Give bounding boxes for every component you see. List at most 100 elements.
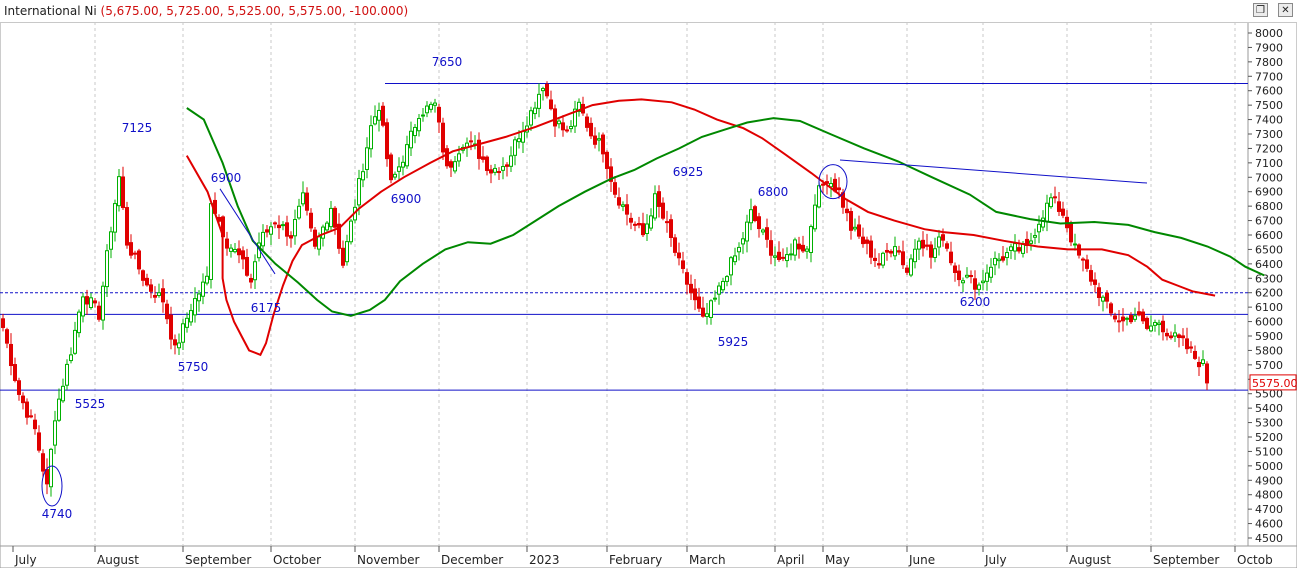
candle-body	[89, 297, 93, 309]
price-tick-label: 5400	[1255, 402, 1283, 415]
price-tick-label: 4600	[1255, 518, 1283, 531]
candle-body	[1013, 243, 1017, 252]
candle-body	[1, 318, 5, 328]
candle-body	[1129, 315, 1133, 323]
price-tick-label: 7000	[1255, 171, 1283, 184]
candle-body	[1189, 346, 1193, 349]
month-label: June	[908, 553, 935, 567]
candle-body	[1165, 332, 1169, 337]
candle-body	[469, 140, 473, 143]
close-icon[interactable]: ✕	[1278, 3, 1293, 17]
candle-body	[177, 342, 181, 349]
candle-body	[1141, 311, 1145, 322]
candle-body	[165, 303, 169, 320]
candle-body	[273, 222, 277, 225]
candle-body	[789, 253, 793, 256]
candle-body	[169, 314, 173, 340]
candle-body	[341, 247, 345, 266]
candle-body	[137, 250, 141, 270]
candle-body	[1161, 320, 1165, 333]
candle-body	[913, 248, 917, 263]
candle-body	[1097, 287, 1101, 298]
price-tick-label: 5500	[1255, 388, 1283, 401]
candle-body	[813, 204, 817, 230]
candle-body	[285, 222, 289, 237]
candle-body	[369, 125, 373, 150]
candle-body	[933, 248, 937, 258]
candle-body	[749, 209, 753, 224]
candle-body	[625, 204, 629, 215]
candle-body	[25, 401, 29, 418]
restore-icon[interactable]: ❐	[1253, 3, 1268, 17]
candle-body	[229, 247, 233, 252]
month-label: July	[984, 553, 1007, 567]
candle-body	[181, 323, 185, 343]
price-annotation: 6925	[673, 165, 704, 179]
candle-body	[69, 354, 73, 362]
candle-body	[21, 395, 25, 404]
candle-body	[1101, 296, 1105, 302]
candle-body	[597, 138, 601, 141]
candle-body	[185, 317, 189, 328]
price-tick-label: 5800	[1255, 344, 1283, 357]
candle-body	[489, 169, 493, 174]
price-tick-label: 6200	[1255, 287, 1283, 300]
candle-body	[141, 270, 145, 281]
candle-body	[729, 257, 733, 276]
month-label: February	[609, 553, 662, 567]
month-label: August	[97, 553, 139, 567]
price-tick-label: 6800	[1255, 200, 1283, 213]
candle-body	[853, 226, 857, 230]
price-axis	[1247, 21, 1297, 547]
trend-line	[839, 159, 1148, 184]
candle-body	[1181, 335, 1185, 339]
candle-body	[33, 419, 37, 430]
price-tick-label: 6300	[1255, 272, 1283, 285]
price-tick-label: 7900	[1255, 41, 1283, 54]
candle-body	[661, 202, 665, 219]
price-tick-label: 7600	[1255, 85, 1283, 98]
candle-body	[305, 192, 309, 211]
candle-body	[153, 294, 157, 298]
price-annotation: 7650	[432, 55, 463, 69]
candle-body	[645, 223, 649, 235]
price-tick-label: 5900	[1255, 330, 1283, 343]
candle-body	[85, 296, 89, 305]
month-label: September	[1153, 553, 1219, 567]
candle-body	[877, 263, 881, 266]
candle-body	[449, 161, 453, 168]
candle-body	[405, 144, 409, 167]
candle-body	[689, 283, 693, 294]
candle-body	[65, 363, 69, 386]
month-label: December	[441, 553, 503, 567]
candle-body	[725, 276, 729, 282]
candle-body	[685, 272, 689, 285]
candle-body	[457, 153, 461, 162]
candle-body	[1177, 334, 1181, 339]
candle-body	[1045, 202, 1049, 222]
price-tick-label: 7800	[1255, 56, 1283, 69]
candle-body	[193, 298, 197, 316]
candle-body	[269, 226, 273, 235]
price-tick-label: 7400	[1255, 114, 1283, 127]
candle-body	[1061, 208, 1065, 216]
candle-body	[929, 244, 933, 258]
candle-body	[61, 385, 65, 402]
candle-body	[517, 138, 521, 143]
candle-body	[445, 148, 449, 167]
candle-body	[317, 236, 321, 250]
candle-body	[1033, 235, 1037, 238]
candle-body	[837, 187, 841, 191]
candle-body	[893, 246, 897, 257]
candle-body	[37, 432, 41, 451]
candle-body	[773, 255, 777, 258]
candle-body	[849, 211, 853, 231]
price-tick-label: 6000	[1255, 316, 1283, 329]
candle-body	[825, 181, 829, 184]
candle-body	[125, 207, 129, 246]
candle-body	[413, 126, 417, 137]
candle-body	[1009, 246, 1013, 251]
candle-body	[1121, 316, 1125, 322]
candle-body	[881, 252, 885, 266]
ma-slow-line	[186, 107, 1265, 317]
